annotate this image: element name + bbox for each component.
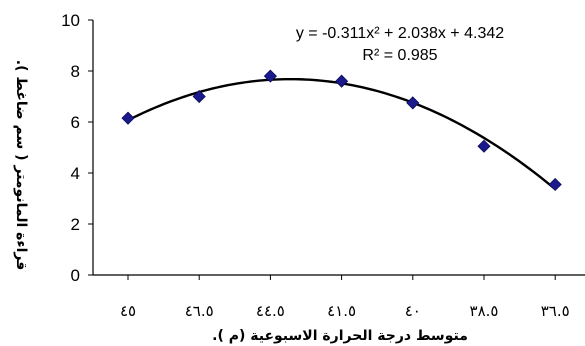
y-tick-label: 2 (71, 215, 80, 234)
x-tick-label: ٤٥ (120, 302, 136, 320)
data-point (192, 89, 206, 104)
x-tick-label: ٤١.٥ (327, 302, 356, 320)
x-tick-label: ٤٤.٥ (256, 302, 285, 320)
trendline (127, 77, 556, 191)
x-tick-label: ٣٦.٥ (541, 302, 570, 320)
x-tick-label: ٤٦.٥ (185, 302, 214, 320)
data-point (263, 69, 277, 83)
y-axis-ticks: 0 2 4 6 8 10 (61, 11, 93, 285)
y-tick-label: 6 (71, 113, 80, 132)
data-point (121, 111, 135, 125)
data-point (335, 74, 349, 88)
data-points (121, 69, 562, 192)
data-point (548, 177, 562, 192)
y-tick-label: 0 (71, 266, 80, 285)
trendline-equation: y = -0.311x² + 2.038x + 4.342 (296, 25, 504, 42)
data-point (406, 96, 420, 110)
r-squared-label: R² = 0.985 (362, 47, 437, 64)
y-tick-label: 4 (71, 164, 80, 183)
x-axis-title: متوسط درجة الحرارة الاسبوعية (م ). (212, 328, 468, 344)
x-axis-ticks: ٤٥ ٤٦.٥ ٤٤.٥ ٤١.٥ ٤٠ ٣٨.٥ ٣٦.٥ (120, 275, 570, 320)
y-tick-label: 10 (61, 11, 80, 30)
data-point (477, 139, 491, 153)
x-tick-label: ٣٨.٥ (470, 302, 499, 320)
y-axis-title: قراءة المانومتر ( سم ضاغط ). (13, 60, 29, 271)
y-tick-label: 8 (71, 62, 80, 81)
x-tick-label: ٤٠ (405, 302, 421, 320)
